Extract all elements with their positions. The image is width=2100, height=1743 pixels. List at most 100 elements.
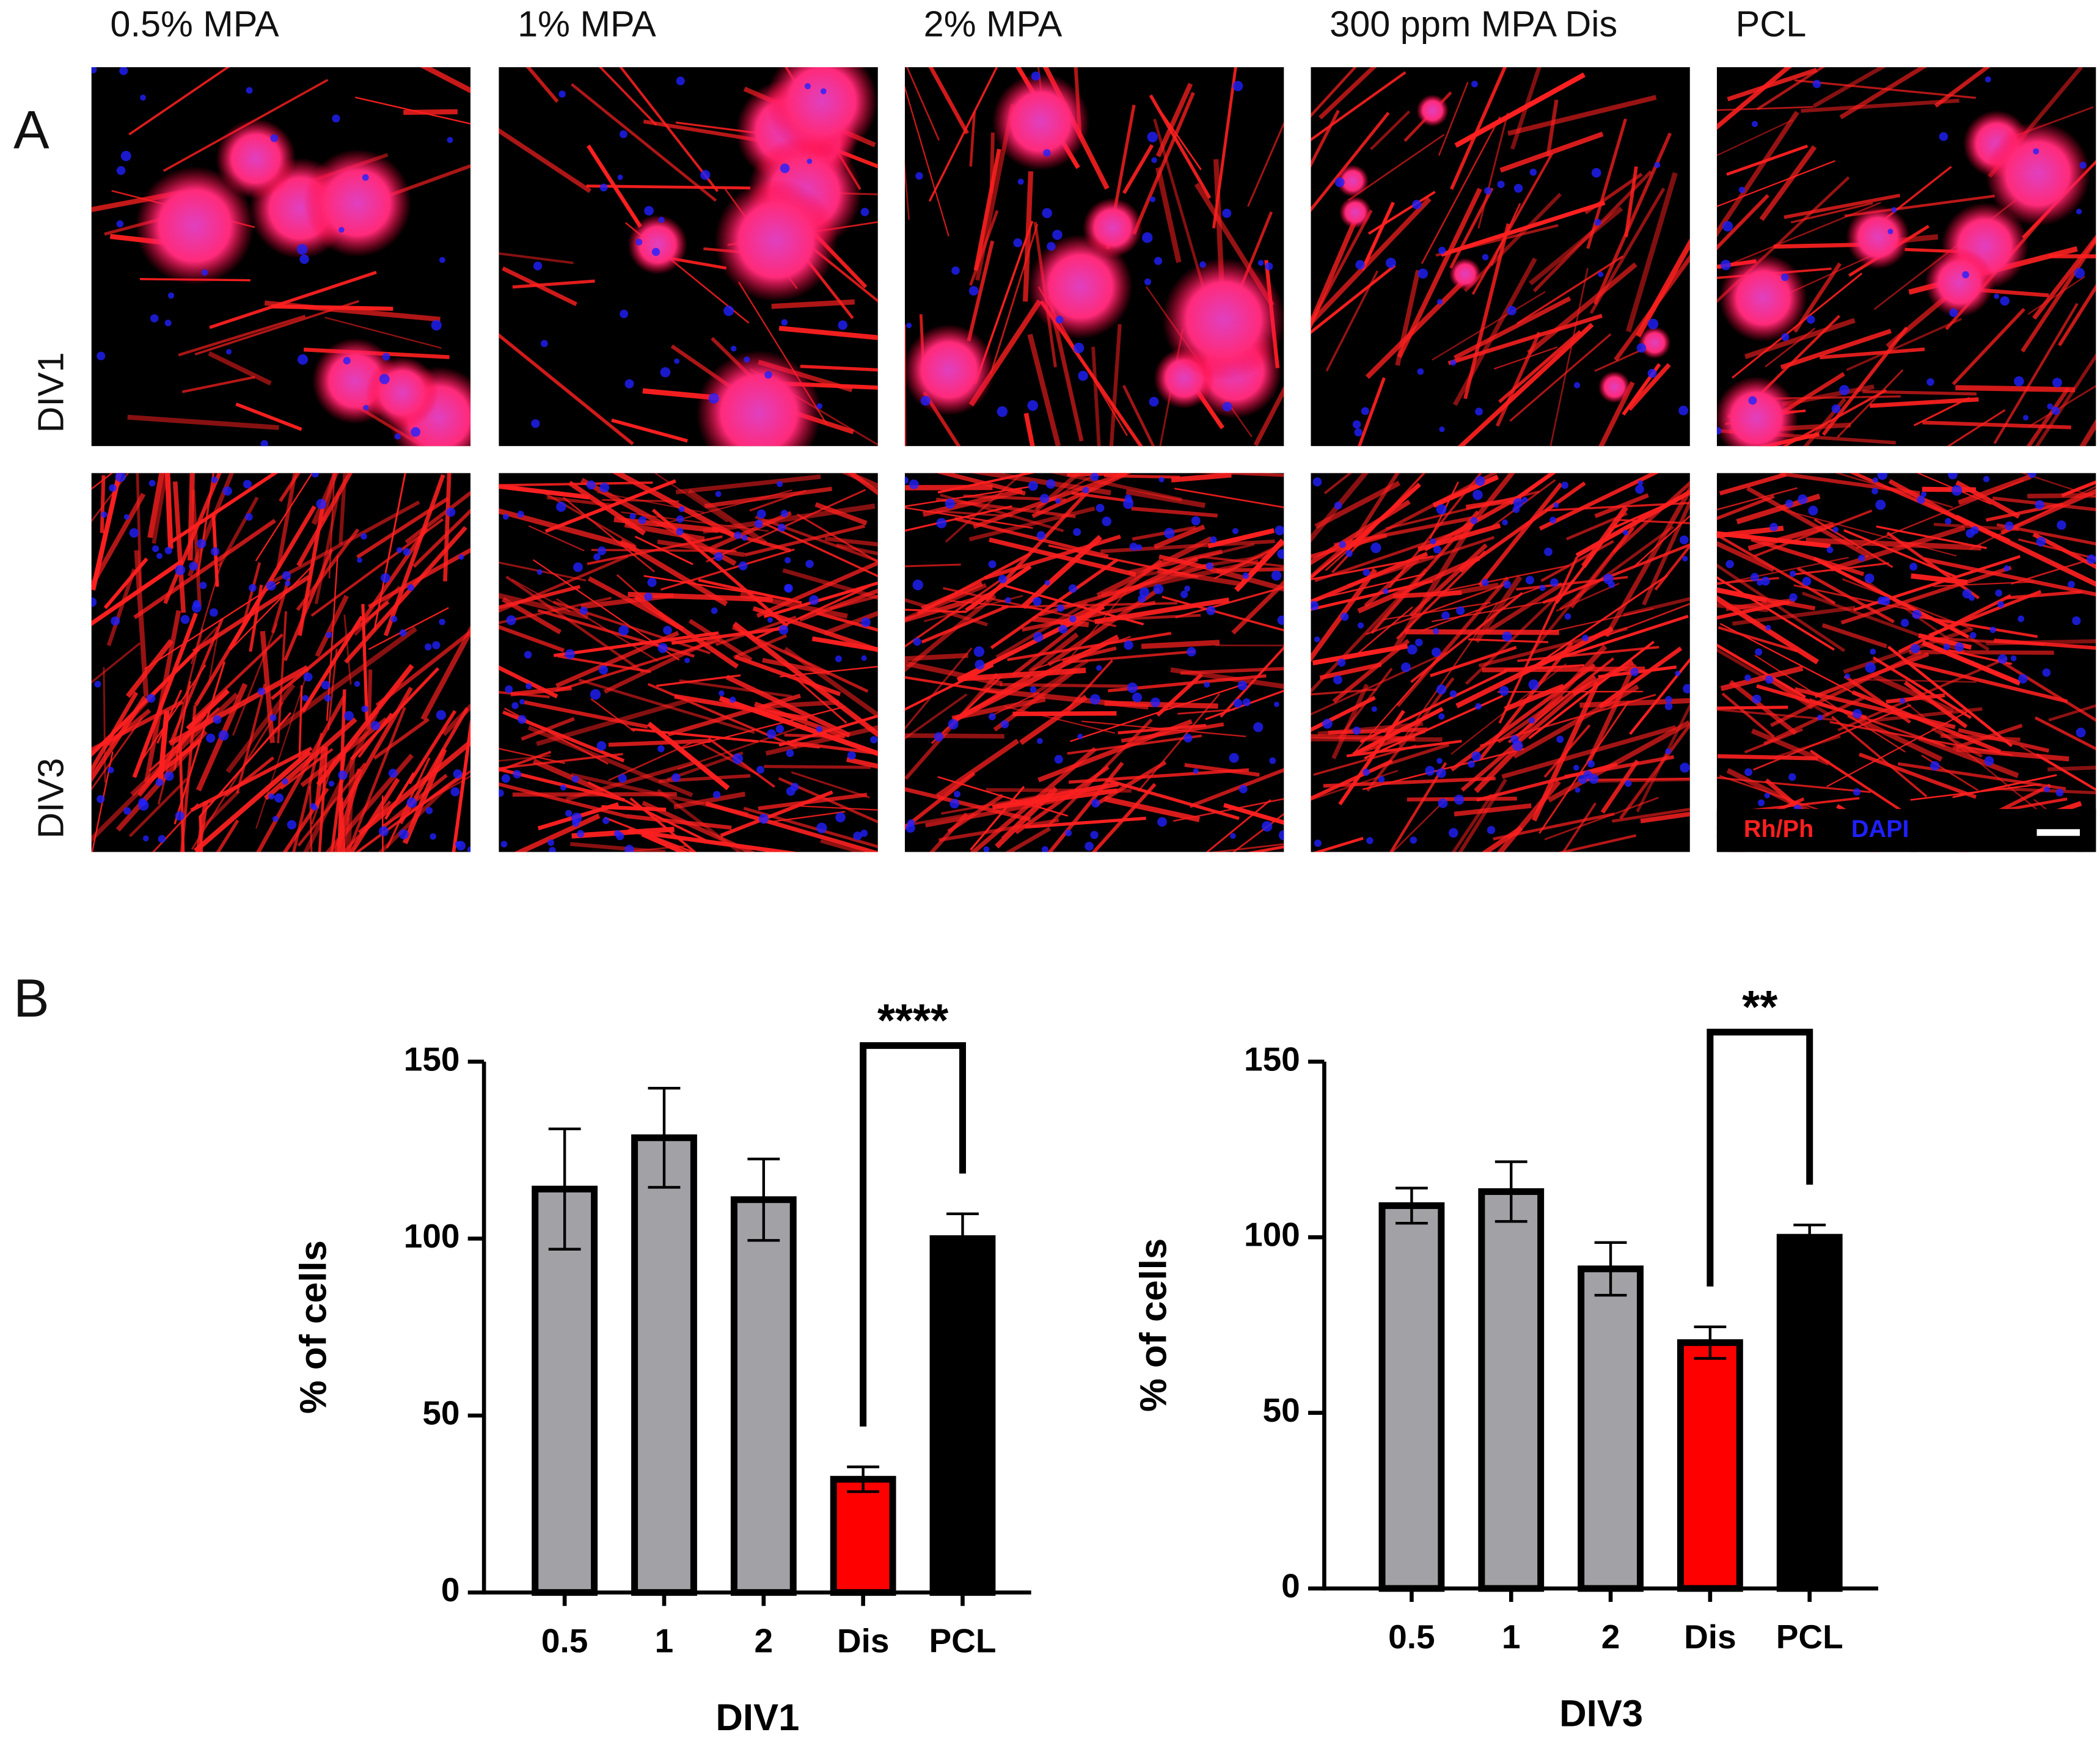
fiber bbox=[1636, 702, 1690, 813]
nucleus bbox=[123, 807, 131, 815]
fiber bbox=[499, 690, 550, 698]
nucleus bbox=[2000, 296, 2010, 306]
nucleus bbox=[297, 354, 309, 365]
nucleus bbox=[431, 320, 442, 331]
nucleus bbox=[599, 183, 608, 192]
fiber bbox=[1627, 363, 1671, 411]
fiber bbox=[242, 562, 262, 625]
nucleus bbox=[1553, 502, 1559, 508]
nucleus bbox=[148, 480, 156, 487]
fiber bbox=[1549, 268, 1589, 447]
fiber bbox=[1311, 573, 1425, 602]
nucleus bbox=[784, 583, 793, 593]
fiber bbox=[1716, 587, 1768, 603]
error-bar bbox=[1793, 1223, 1826, 1251]
nucleus bbox=[629, 513, 636, 520]
nucleus bbox=[284, 580, 291, 586]
nucleus bbox=[1966, 528, 1975, 538]
nucleus bbox=[949, 798, 960, 809]
nucleus bbox=[1232, 81, 1243, 92]
nucleus bbox=[1844, 673, 1851, 679]
nucleus bbox=[2051, 406, 2060, 415]
fiber bbox=[673, 791, 746, 809]
fiber bbox=[1716, 494, 1775, 521]
fiber bbox=[301, 615, 364, 713]
nucleus bbox=[1438, 713, 1445, 720]
nucleus bbox=[326, 632, 332, 638]
nucleus bbox=[1757, 799, 1765, 806]
fiber bbox=[1530, 516, 1643, 654]
fiber bbox=[1103, 474, 1180, 479]
micrograph bbox=[904, 473, 1284, 852]
fiber bbox=[579, 678, 755, 734]
nucleus bbox=[328, 780, 335, 787]
nucleus bbox=[1752, 694, 1762, 704]
nucleus bbox=[1414, 638, 1423, 646]
nucleus bbox=[1781, 273, 1789, 282]
nucleus bbox=[936, 517, 947, 528]
nucleus bbox=[1017, 178, 1024, 185]
nucleus bbox=[446, 507, 456, 517]
fiber bbox=[1319, 67, 1377, 120]
nucleus bbox=[596, 741, 607, 751]
error-bar bbox=[648, 1087, 681, 1189]
x-tick-label: PCL bbox=[929, 1622, 996, 1660]
fiber bbox=[499, 748, 566, 764]
fiber bbox=[778, 776, 878, 824]
nucleus bbox=[189, 561, 198, 571]
fiber bbox=[1311, 552, 1429, 604]
nucleus bbox=[1378, 776, 1385, 783]
fiber bbox=[357, 739, 471, 836]
micrograph bbox=[499, 473, 878, 852]
fiber bbox=[1517, 646, 1659, 662]
nucleus bbox=[732, 753, 744, 764]
fiber bbox=[1205, 799, 1271, 852]
nucleus bbox=[1073, 342, 1085, 354]
nucleus bbox=[1013, 238, 1022, 247]
fiber bbox=[1716, 643, 1806, 699]
fiber bbox=[1994, 787, 2096, 795]
fiber bbox=[1992, 496, 2096, 511]
fiber bbox=[1180, 667, 1284, 675]
nucleus bbox=[778, 625, 789, 635]
fiber bbox=[565, 761, 694, 802]
fiber bbox=[91, 691, 139, 775]
nucleus bbox=[425, 643, 432, 651]
nucleus bbox=[432, 641, 441, 649]
nucleus bbox=[1345, 550, 1353, 557]
fiber bbox=[133, 519, 276, 619]
fiber bbox=[152, 803, 199, 852]
fiber bbox=[311, 473, 339, 525]
fiber bbox=[1586, 118, 1627, 249]
fiber bbox=[1843, 627, 1973, 674]
fiber bbox=[984, 535, 1121, 580]
bar-chart: 0 50 100 150 0.5 1 2 Dis PCL % of cells DIV3 ** bbox=[1133, 981, 1878, 1734]
fiber bbox=[921, 605, 1009, 644]
cell-cluster bbox=[1598, 371, 1631, 403]
nucleus bbox=[94, 681, 101, 688]
fiber bbox=[800, 365, 878, 372]
nucleus bbox=[1354, 428, 1363, 437]
nucleus bbox=[781, 319, 788, 326]
nucleus bbox=[1371, 706, 1377, 712]
fiber bbox=[362, 527, 429, 620]
nucleus bbox=[786, 749, 794, 758]
fiber bbox=[1716, 708, 1835, 722]
fiber bbox=[130, 692, 239, 797]
fiber bbox=[399, 770, 471, 821]
y-axis-label: % of cells bbox=[292, 1240, 334, 1414]
nucleus bbox=[1242, 572, 1249, 579]
nucleus bbox=[2018, 615, 2025, 623]
cell-cluster bbox=[627, 214, 688, 275]
nucleus bbox=[1755, 648, 1763, 656]
fiber bbox=[375, 629, 471, 707]
nucleus bbox=[1142, 232, 1153, 243]
fiber bbox=[620, 539, 728, 607]
fiber bbox=[316, 663, 414, 786]
fiber bbox=[641, 831, 689, 852]
nucleus bbox=[1096, 665, 1102, 671]
fiber bbox=[156, 689, 183, 744]
nucleus bbox=[164, 771, 174, 781]
nucleus bbox=[1808, 505, 1818, 516]
y-tick-label: 100 bbox=[1244, 1216, 1300, 1254]
